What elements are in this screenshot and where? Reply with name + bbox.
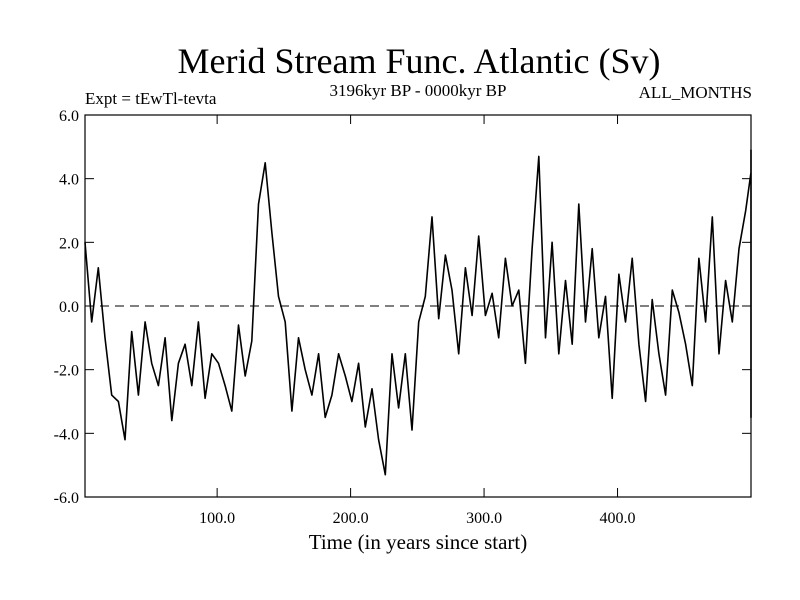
y-tick-label: -4.0 bbox=[54, 426, 79, 443]
chart-title: Merid Stream Func. Atlantic (Sv) bbox=[178, 41, 661, 81]
x-axis: 100.0 200.0 300.0 400.0 bbox=[199, 115, 636, 527]
series-line bbox=[84, 149, 752, 476]
months-label: ALL_MONTHS bbox=[639, 83, 752, 102]
y-tick-label: -6.0 bbox=[54, 490, 79, 507]
y-tick-label: 4.0 bbox=[59, 172, 79, 189]
x-tick-label: 300.0 bbox=[466, 510, 502, 527]
experiment-label: Expt = tEwTl-tevta bbox=[85, 89, 217, 108]
y-tick-label: 6.0 bbox=[59, 108, 79, 125]
y-tick-label: 0.0 bbox=[59, 299, 79, 316]
x-tick-label: 400.0 bbox=[600, 510, 636, 527]
time-range-label: 3196kyr BP - 0000kyr BP bbox=[330, 81, 507, 100]
x-tick-label: 200.0 bbox=[333, 510, 369, 527]
x-tick-label: 100.0 bbox=[199, 510, 235, 527]
y-tick-label: -2.0 bbox=[54, 363, 79, 380]
y-axis: -6.0 -4.0 -2.0 0.0 2.0 4.0 6.0 bbox=[54, 108, 751, 507]
x-axis-title: Time (in years since start) bbox=[309, 530, 528, 554]
y-tick-label: 2.0 bbox=[59, 235, 79, 252]
